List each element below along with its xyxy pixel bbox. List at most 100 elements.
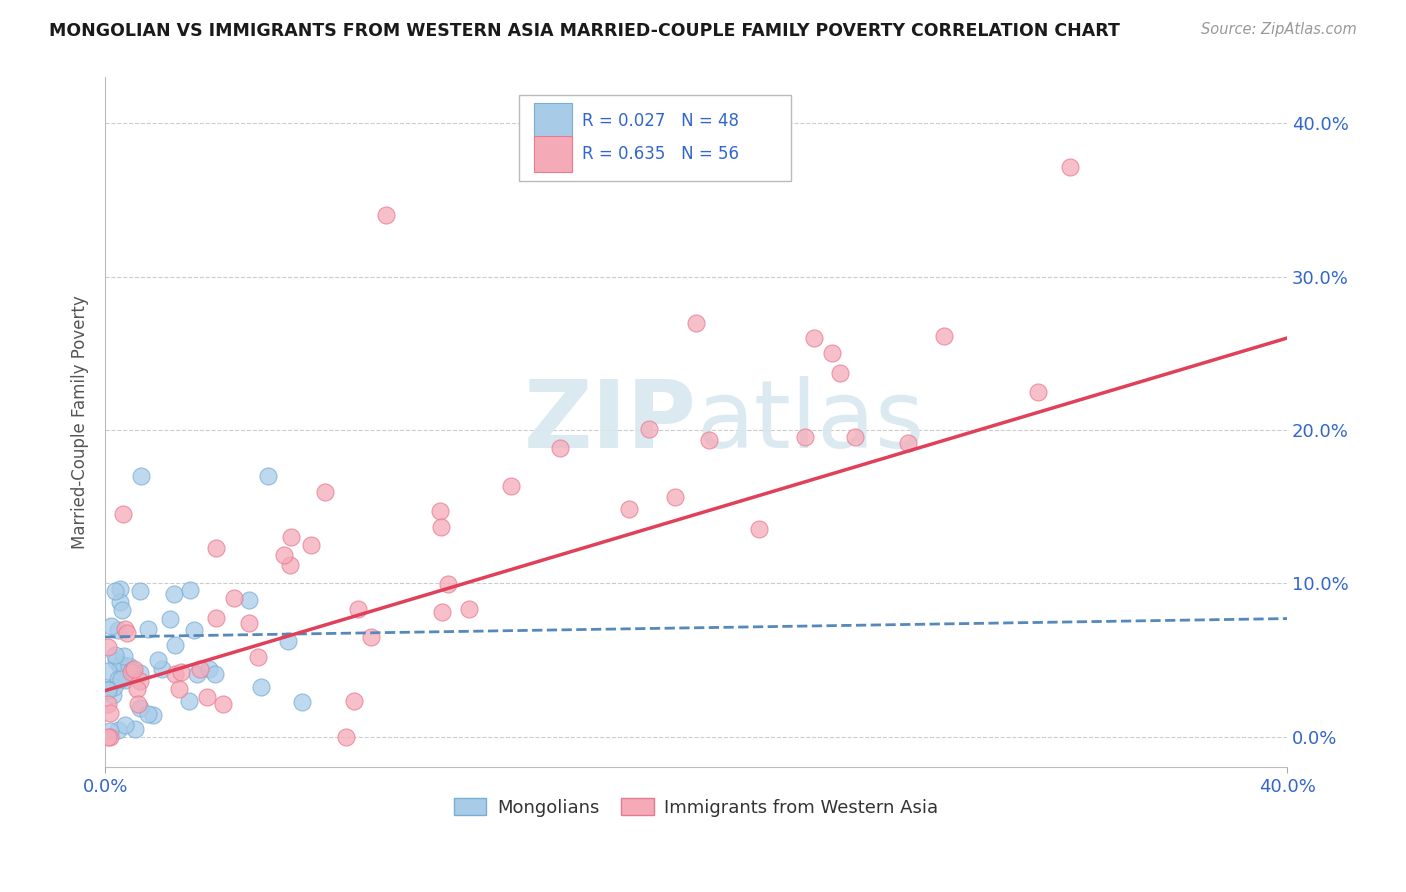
- Point: [129, 701, 152, 715]
- Point: [249, 680, 271, 694]
- Text: R = 0.027   N = 48: R = 0.027 N = 48: [582, 112, 738, 130]
- Y-axis label: Married-Couple Family Poverty: Married-Couple Family Poverty: [72, 295, 89, 549]
- Point: [803, 331, 825, 345]
- Point: [97, 665, 120, 679]
- Point: [128, 583, 150, 598]
- Point: [97, 682, 120, 697]
- Point: [107, 723, 129, 738]
- Point: [212, 697, 235, 711]
- Point: [205, 611, 228, 625]
- Point: [314, 484, 336, 499]
- Point: [98, 730, 121, 744]
- Point: [699, 433, 721, 447]
- Point: [637, 422, 659, 436]
- Point: [685, 316, 707, 330]
- Point: [114, 622, 136, 636]
- FancyBboxPatch shape: [534, 136, 572, 172]
- Point: [107, 623, 129, 637]
- Point: [163, 667, 186, 681]
- Point: [256, 469, 278, 483]
- Point: [1026, 384, 1049, 399]
- Point: [136, 622, 159, 636]
- Point: [97, 730, 120, 744]
- Point: [828, 366, 851, 380]
- Point: [112, 657, 135, 672]
- Point: [280, 530, 302, 544]
- Point: [112, 507, 135, 521]
- Point: [932, 329, 955, 343]
- Point: [167, 681, 190, 696]
- Point: [436, 577, 458, 591]
- Point: [360, 631, 382, 645]
- Point: [748, 522, 770, 536]
- Point: [111, 603, 134, 617]
- Point: [128, 673, 150, 688]
- Text: Source: ZipAtlas.com: Source: ZipAtlas.com: [1201, 22, 1357, 37]
- Point: [299, 538, 322, 552]
- Point: [110, 582, 132, 596]
- Point: [664, 490, 686, 504]
- Point: [278, 558, 301, 572]
- Point: [101, 689, 124, 703]
- Point: [97, 640, 120, 654]
- Point: [291, 695, 314, 709]
- Point: [129, 469, 152, 483]
- Point: [844, 429, 866, 443]
- Point: [98, 706, 121, 720]
- Point: [335, 730, 357, 744]
- Point: [110, 672, 132, 686]
- Point: [97, 683, 120, 698]
- FancyBboxPatch shape: [534, 103, 572, 139]
- Point: [183, 623, 205, 637]
- Point: [195, 690, 218, 704]
- Point: [170, 665, 193, 680]
- Point: [619, 502, 641, 516]
- Point: [343, 694, 366, 708]
- Point: [273, 548, 295, 562]
- Point: [432, 605, 454, 619]
- Point: [897, 435, 920, 450]
- Point: [820, 346, 842, 360]
- Point: [104, 648, 127, 662]
- Point: [186, 666, 208, 681]
- Point: [108, 659, 131, 673]
- Point: [374, 208, 396, 222]
- Text: MONGOLIAN VS IMMIGRANTS FROM WESTERN ASIA MARRIED-COUPLE FAMILY POVERTY CORRELAT: MONGOLIAN VS IMMIGRANTS FROM WESTERN ASI…: [49, 22, 1121, 40]
- Point: [430, 519, 453, 533]
- Point: [114, 648, 136, 663]
- Point: [148, 653, 170, 667]
- Point: [108, 595, 131, 609]
- Point: [129, 665, 152, 680]
- Point: [188, 662, 211, 676]
- Point: [124, 722, 146, 736]
- Point: [347, 602, 370, 616]
- Point: [97, 697, 120, 711]
- Point: [501, 479, 523, 493]
- Legend: Mongolians, Immigrants from Western Asia: Mongolians, Immigrants from Western Asia: [447, 790, 946, 824]
- Point: [198, 662, 221, 676]
- Point: [429, 503, 451, 517]
- Point: [122, 662, 145, 676]
- Point: [222, 591, 245, 606]
- Point: [179, 582, 201, 597]
- Point: [142, 707, 165, 722]
- Point: [458, 601, 481, 615]
- Point: [114, 673, 136, 688]
- Point: [125, 682, 148, 697]
- Point: [138, 707, 160, 722]
- Point: [238, 616, 260, 631]
- Point: [247, 649, 270, 664]
- Point: [177, 694, 200, 708]
- Text: ZIP: ZIP: [523, 376, 696, 468]
- Point: [98, 724, 121, 739]
- Text: atlas: atlas: [696, 376, 924, 468]
- Point: [204, 541, 226, 555]
- Point: [277, 633, 299, 648]
- Point: [100, 619, 122, 633]
- Point: [238, 593, 260, 607]
- FancyBboxPatch shape: [519, 95, 790, 181]
- Point: [118, 658, 141, 673]
- Text: R = 0.635   N = 56: R = 0.635 N = 56: [582, 145, 738, 163]
- Point: [204, 666, 226, 681]
- Point: [115, 625, 138, 640]
